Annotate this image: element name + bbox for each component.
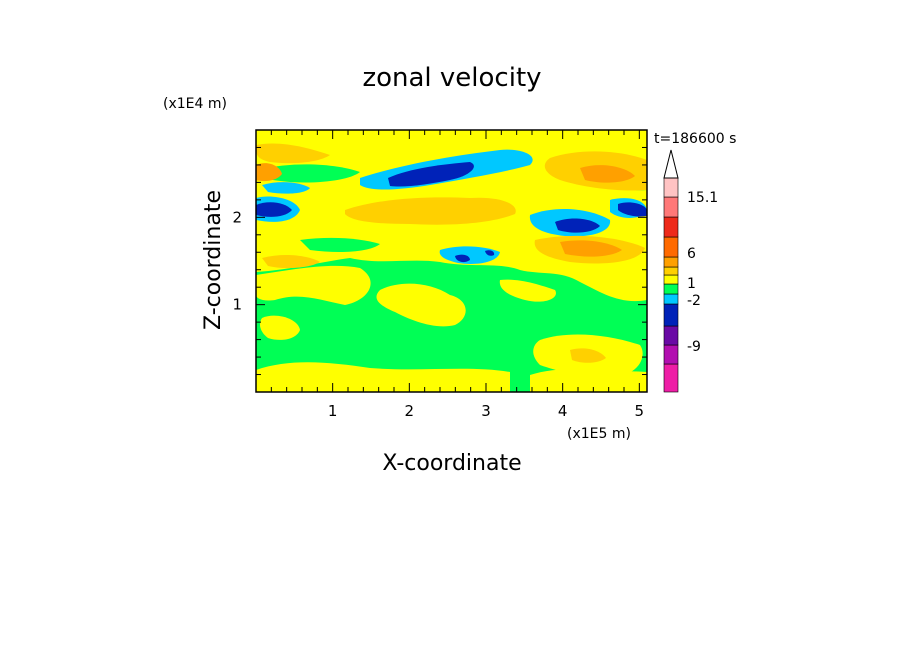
green-strip-upper: [256, 164, 360, 183]
orange-core-upper-right: [580, 165, 635, 183]
colorbar-segment: [663, 266, 679, 276]
blue-core-left: [256, 202, 292, 217]
y-tick-label: 2: [232, 208, 242, 226]
contour-field: [256, 130, 647, 392]
x-tick-label: 3: [481, 402, 491, 420]
colorbar-segment: [663, 216, 679, 238]
blue-core-center: [388, 162, 474, 187]
time-label: t=186600 s: [654, 131, 736, 147]
colorbar-label: 1: [687, 276, 696, 292]
colorbar-segment: [663, 303, 679, 327]
colorbar-segment: [663, 256, 679, 268]
colorbar-label: -2: [687, 293, 701, 309]
yellow-patch-bottom: [256, 362, 510, 392]
yellow-patch-bottom-right: [530, 368, 647, 392]
orange-band-upper-left: [256, 143, 330, 164]
axis-ticks: [256, 130, 647, 392]
x-tick-label: 1: [328, 402, 338, 420]
y-unit-label: (x1E4 m): [163, 96, 227, 112]
colorbar-segment: [663, 236, 679, 258]
orange-band-left: [256, 163, 282, 182]
x-tick-label: 4: [558, 402, 568, 420]
colorbar-segment: [663, 196, 679, 218]
colorbar-segment: [663, 177, 679, 198]
blue-core-right-edge: [618, 202, 647, 217]
orange-patch-bottom: [570, 348, 606, 363]
blue-core-right-mid: [555, 218, 600, 233]
cyan-patch-left: [262, 182, 310, 194]
chart-title: zonal velocity: [362, 63, 541, 93]
y-axis-label: Z-coordinate: [201, 190, 226, 330]
colorbar-segment: [663, 363, 679, 393]
plot-frame: [255, 129, 648, 393]
blue-core-center-low: [455, 254, 470, 263]
colorbar-label: 15.1: [687, 190, 718, 206]
colorbar-segment: [663, 325, 679, 346]
yellow-patch-center: [376, 283, 466, 327]
colorbar-segment: [663, 274, 679, 285]
colorbar-label: -9: [687, 339, 701, 355]
yellow-patch-mid: [256, 265, 371, 305]
colorbar-label: 6: [687, 246, 696, 262]
cyan-patch-center: [439, 246, 500, 264]
y-tick-label: 1: [232, 296, 242, 314]
x-tick-label: 2: [405, 402, 415, 420]
yellow-patch-right: [499, 279, 556, 302]
orange-core-right-mid: [560, 240, 622, 257]
axis-tick-labels: 1 2 3 4 5 1 2: [232, 208, 644, 420]
orange-patch-left: [262, 255, 320, 269]
orange-strip-center: [400, 207, 460, 221]
x-axis-label: X-coordinate: [382, 451, 521, 476]
blue-core-center-low2: [485, 250, 495, 256]
colorbar-segment: [663, 283, 679, 295]
x-tick-label: 5: [635, 402, 645, 420]
colorbar-segment: [663, 344, 679, 365]
x-unit-label: (x1E5 m): [567, 426, 631, 442]
yellow-patch-left-lower: [260, 315, 300, 340]
colorbar: 15.1 6 1-2 -9: [663, 149, 718, 393]
colorbar-arrow: [663, 149, 679, 179]
colorbar-segment: [663, 293, 679, 305]
green-strip-mid: [300, 237, 380, 252]
